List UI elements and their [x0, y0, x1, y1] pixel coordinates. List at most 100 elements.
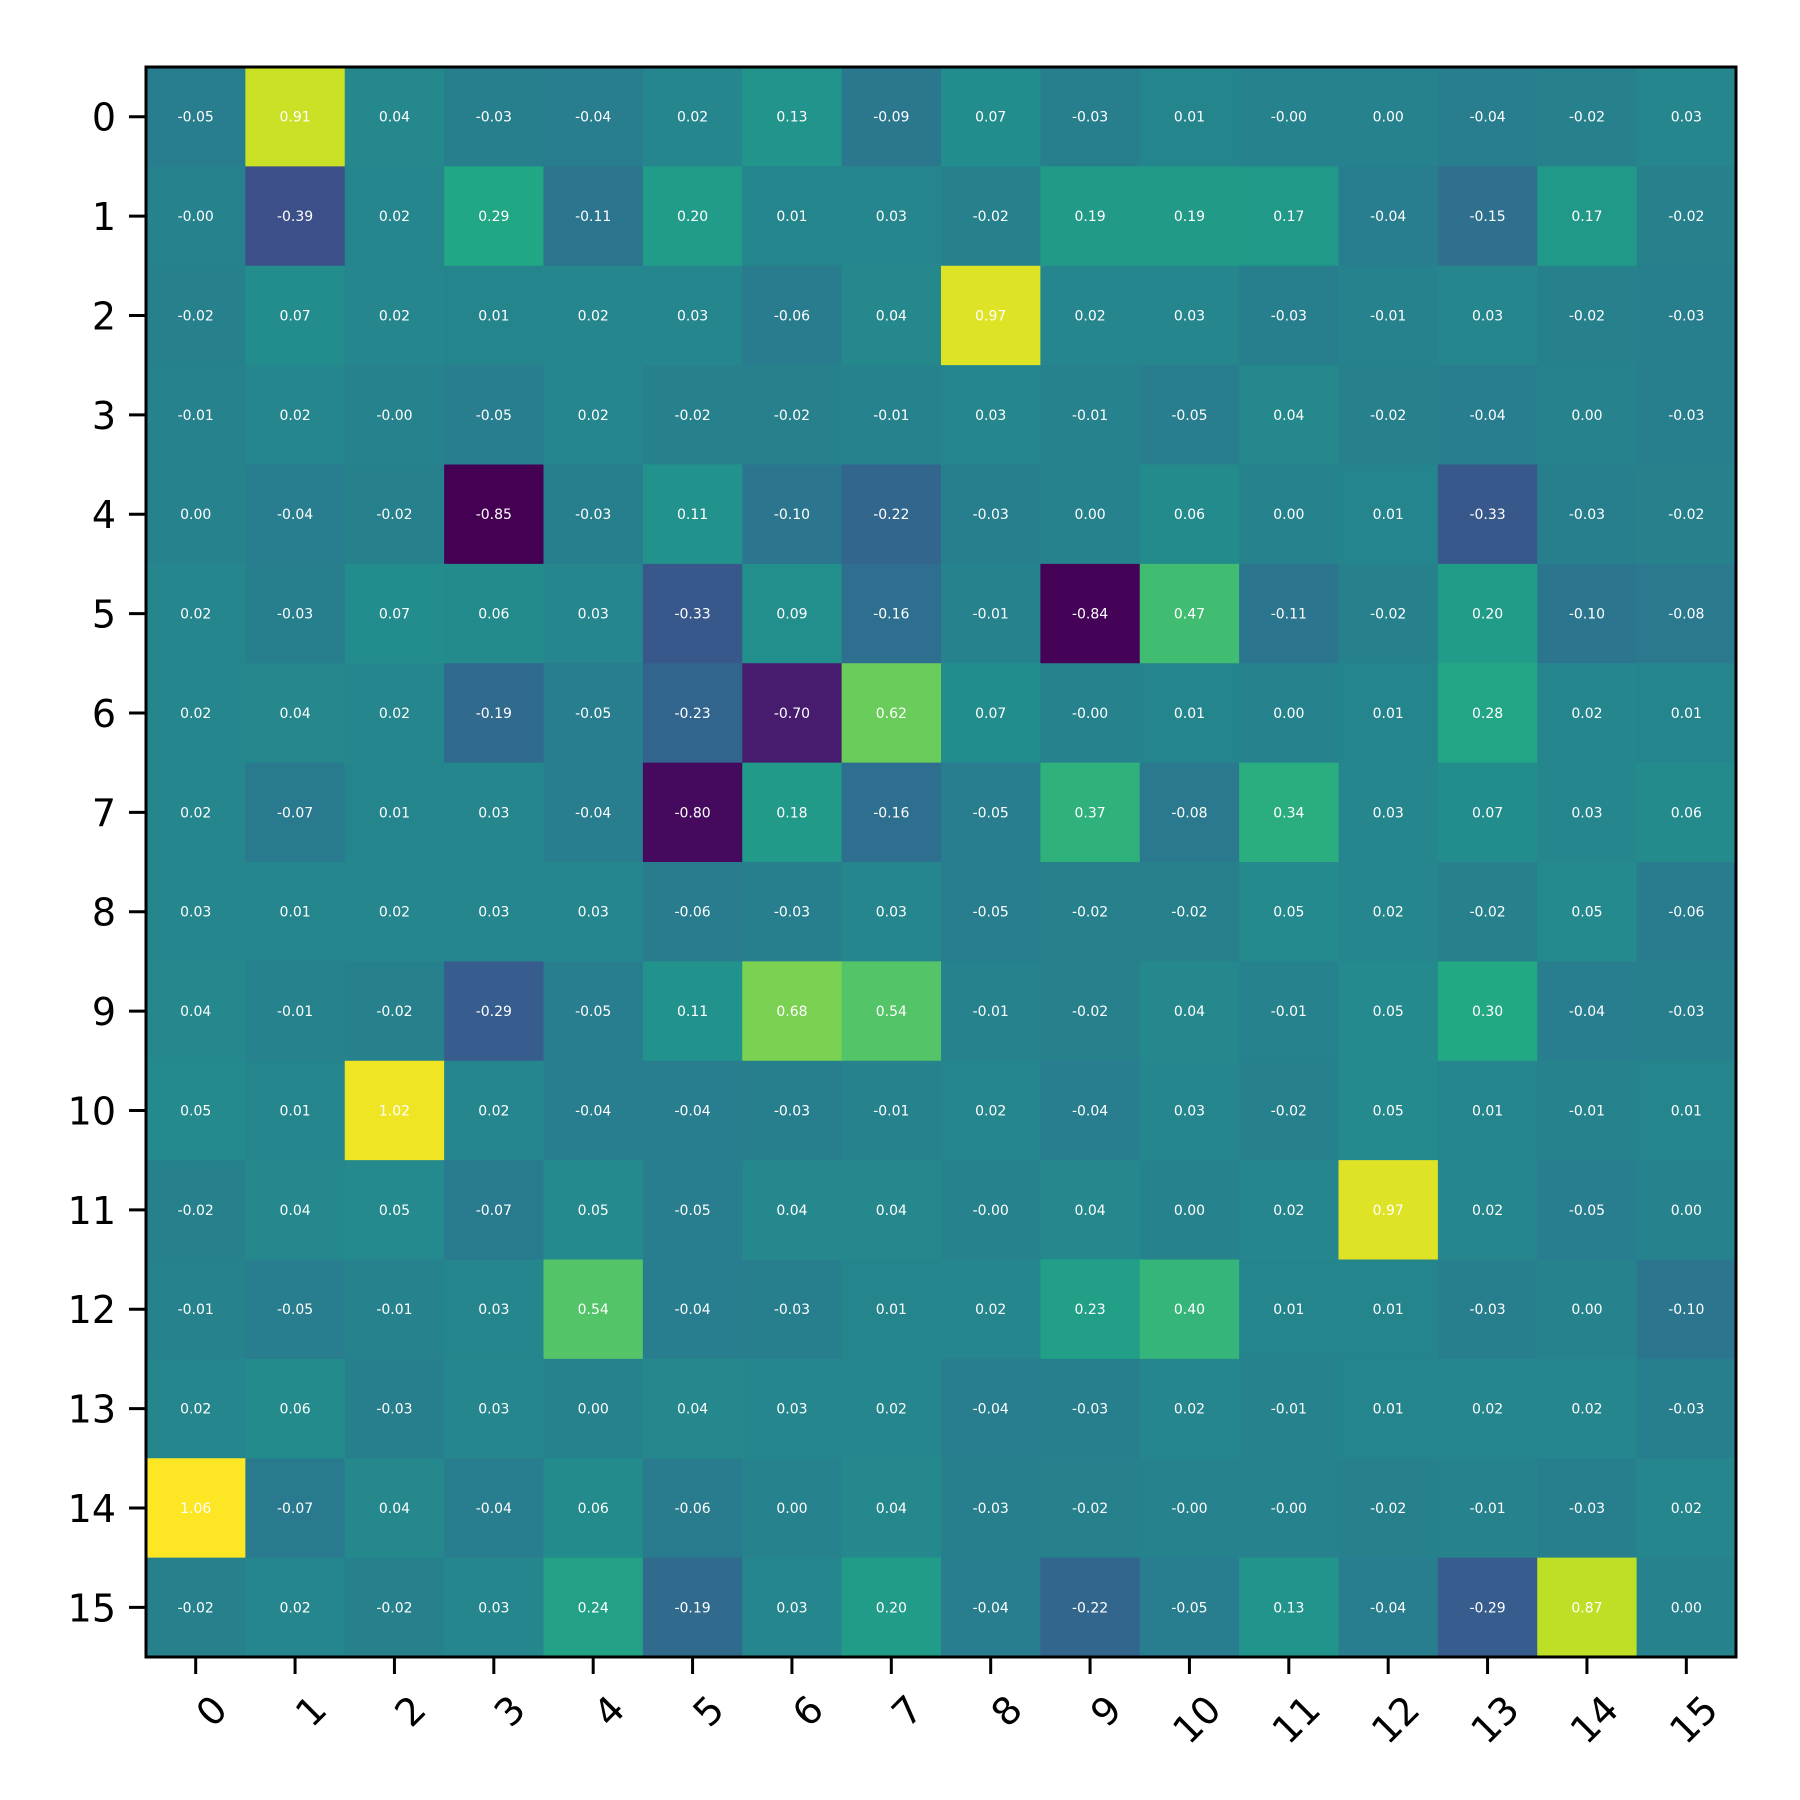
cell-value-label: -0.06	[774, 308, 810, 324]
heatmap-cell	[444, 862, 544, 962]
heatmap-cell	[1139, 1557, 1240, 1658]
heatmap-cell	[543, 762, 644, 863]
heatmap-cell	[444, 67, 544, 167]
heatmap-cell	[1437, 265, 1538, 366]
heatmap-cell	[841, 1358, 942, 1459]
cell-value-label: 0.34	[1273, 805, 1304, 821]
heatmap-cell	[1537, 1259, 1638, 1360]
heatmap-cell	[1139, 961, 1240, 1062]
heatmap-cell	[444, 365, 544, 465]
heatmap-cell	[1040, 862, 1141, 962]
cell-value-label: -0.02	[178, 308, 214, 324]
cell-value-label: 0.01	[1472, 1103, 1503, 1119]
heatmap-cell	[444, 1060, 544, 1161]
heatmap-cell	[1636, 1557, 1737, 1658]
cell-value-label: 0.02	[379, 209, 410, 225]
heatmap-cell	[1537, 67, 1638, 167]
x-tick-label: 1	[287, 1687, 335, 1735]
cell-value-label: 0.04	[776, 1203, 807, 1219]
cell-value-label: -0.06	[1668, 905, 1704, 921]
cell-value-label: 0.04	[1174, 1004, 1205, 1020]
y-tick-label: 15	[68, 1586, 116, 1630]
cell-value-label: 0.00	[1571, 1302, 1602, 1318]
heatmap-cell	[146, 663, 246, 764]
cell-value-label: 0.02	[478, 1103, 509, 1119]
cell-value-label: -0.04	[476, 1501, 512, 1517]
y-tick-label: 4	[92, 493, 116, 537]
heatmap-cell	[1239, 166, 1339, 267]
heatmap-cell	[841, 1060, 942, 1161]
heatmap-cell	[245, 1160, 346, 1260]
heatmap-cell	[941, 563, 1041, 664]
cell-value-label: 0.04	[379, 1501, 410, 1517]
heatmap-cell	[941, 862, 1041, 962]
cell-value-label: 0.02	[379, 308, 410, 324]
cell-value-label: -0.03	[575, 507, 611, 523]
heatmap-cell	[444, 762, 544, 863]
heatmap-cell	[1437, 166, 1538, 267]
heatmap-cell	[1139, 1458, 1240, 1559]
heatmap-cell	[841, 961, 942, 1062]
heatmap-cell	[642, 464, 743, 565]
cell-value-label: 0.00	[1273, 706, 1304, 722]
cell-value-label: 0.11	[677, 1004, 708, 1020]
heatmap-cell	[1338, 265, 1439, 366]
cell-value-label: -0.00	[1072, 706, 1108, 722]
heatmap-cell	[1040, 464, 1141, 565]
heatmap-cell	[344, 663, 445, 764]
cell-value-label: -0.05	[277, 1302, 313, 1318]
cell-value-label: 0.01	[478, 308, 509, 324]
cell-value-label: -0.01	[178, 1302, 214, 1318]
cell-value-label: 0.00	[1273, 507, 1304, 523]
heatmap-cell	[1537, 1060, 1638, 1161]
cell-value-label: 0.03	[776, 1600, 807, 1616]
cell-value-label: -0.04	[1469, 110, 1505, 126]
cell-value-label: 0.05	[1273, 905, 1304, 921]
heatmap-cell	[1239, 862, 1339, 962]
heatmap-cell	[1437, 862, 1538, 962]
y-tick-label: 3	[92, 394, 116, 438]
cell-value-label: 0.01	[1671, 1103, 1702, 1119]
cell-value-label: -0.11	[575, 209, 611, 225]
cell-value-label: -0.03	[1569, 1501, 1605, 1517]
heatmap-cell	[1636, 663, 1737, 764]
x-tick-label: 5	[685, 1687, 733, 1735]
cell-value-label: 0.01	[1373, 706, 1404, 722]
cell-value-label: -0.05	[178, 110, 214, 126]
cell-value-label: 0.02	[1373, 905, 1404, 921]
cell-value-label: -0.33	[1469, 507, 1505, 523]
heatmap-cell	[543, 961, 644, 1062]
heatmap-cell	[1040, 166, 1141, 267]
heatmap-cell	[841, 762, 942, 863]
cell-value-label: -0.02	[376, 1004, 412, 1020]
heatmap-cell	[1239, 265, 1339, 366]
cell-value-label: -0.04	[1469, 408, 1505, 424]
heatmap-cell	[1139, 1358, 1240, 1459]
cell-value-label: -0.00	[973, 1203, 1009, 1219]
cell-value-label: -0.03	[774, 905, 810, 921]
heatmap-cell	[1139, 1259, 1240, 1360]
cell-value-label: -0.05	[973, 805, 1009, 821]
heatmap-cell	[1239, 1458, 1339, 1559]
cell-value-label: 0.03	[1671, 110, 1702, 126]
cell-value-label: -0.04	[973, 1402, 1009, 1418]
heatmap-cell	[1239, 365, 1339, 465]
cell-value-label: 1.06	[180, 1501, 211, 1517]
y-tick-label: 6	[92, 692, 116, 736]
x-tick-label: 9	[1082, 1687, 1130, 1735]
cell-value-label: 0.02	[677, 110, 708, 126]
heatmap-cell	[344, 1557, 445, 1658]
y-tick-label: 14	[68, 1487, 116, 1531]
cell-value-label: 0.01	[279, 1103, 310, 1119]
cell-value-label: 0.68	[776, 1004, 807, 1020]
cell-value-label: -0.03	[376, 1402, 412, 1418]
cell-value-label: 0.20	[1472, 607, 1503, 623]
cell-value-label: 0.02	[1472, 1402, 1503, 1418]
heatmap-cell	[941, 1358, 1041, 1459]
x-tick-label: 11	[1264, 1687, 1329, 1752]
heatmap-cell	[1537, 563, 1638, 664]
cell-value-label: 0.02	[578, 408, 609, 424]
cell-value-label: 0.20	[677, 209, 708, 225]
